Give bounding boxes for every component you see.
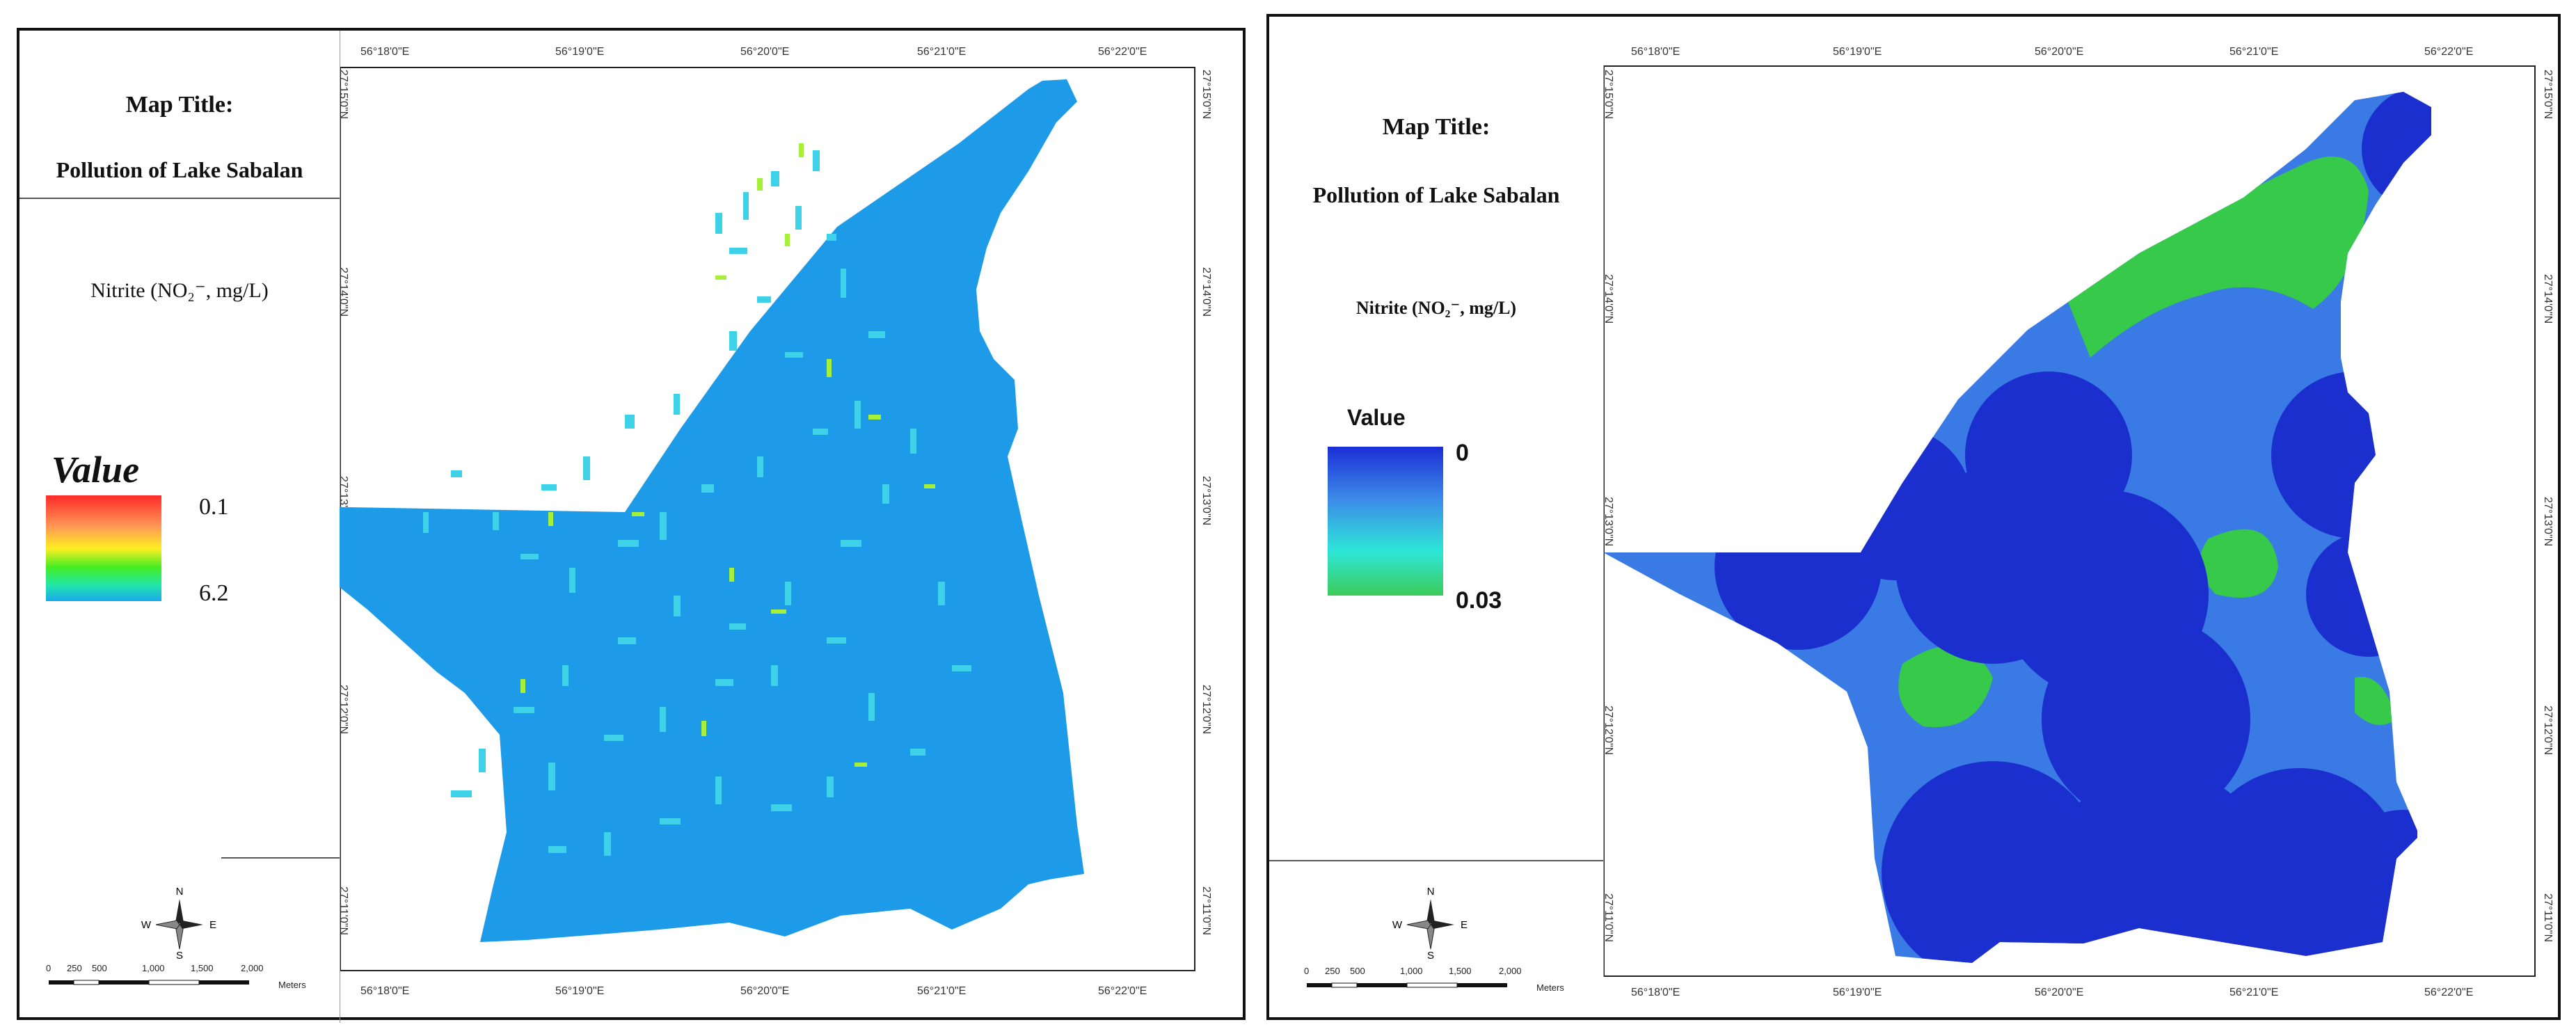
legend-separator bbox=[1603, 65, 1604, 977]
scale-label: 0 bbox=[1304, 966, 1310, 976]
lat-tick-right: 27°14'0"N bbox=[1200, 267, 1212, 317]
lon-tick-top: 56°18'0"E bbox=[1631, 46, 1680, 58]
scale-label: 500 bbox=[92, 963, 107, 973]
lake-area bbox=[1603, 92, 2431, 963]
compass-n: N bbox=[176, 886, 184, 898]
scale-unit: Meters bbox=[1536, 982, 1564, 993]
legend-heading: Value bbox=[51, 449, 140, 491]
lon-tick-bottom: 56°22'0"E bbox=[1098, 985, 1147, 997]
compass-e: E bbox=[209, 919, 216, 931]
scale-label: 0 bbox=[46, 963, 51, 973]
legend-color-ramp bbox=[1328, 447, 1443, 596]
compass-e: E bbox=[1461, 919, 1468, 931]
north-arrow: N S W E bbox=[1389, 885, 1472, 962]
scale-label: 1,000 bbox=[1400, 966, 1423, 976]
scale-label: 2,000 bbox=[1499, 966, 1522, 976]
scale-label: 1,500 bbox=[191, 963, 214, 973]
lon-tick-bottom: 56°18'0"E bbox=[360, 985, 410, 997]
scale-label: 1,500 bbox=[1449, 966, 1472, 976]
lon-tick-bottom: 56°20'0"E bbox=[2035, 987, 2084, 998]
lake-area bbox=[340, 79, 1084, 942]
legend-heading: Value bbox=[1347, 405, 1406, 430]
lon-tick-bottom: 56°18'0"E bbox=[1631, 987, 1680, 998]
lon-tick-bottom: 56°22'0"E bbox=[2424, 987, 2474, 998]
lon-tick-top: 56°19'0"E bbox=[1833, 46, 1882, 58]
compass-s: S bbox=[1427, 950, 1434, 962]
lat-tick-right: 27°12'0"N bbox=[1200, 685, 1212, 735]
map-title: Pollution of Lake Sabalan bbox=[56, 157, 303, 182]
lon-tick-top: 56°18'0"E bbox=[360, 46, 410, 58]
zone-high bbox=[1715, 92, 2431, 963]
lake-map-right bbox=[1603, 92, 2431, 963]
scale-unit: Meters bbox=[278, 980, 306, 990]
lat-tick-right: 27°12'0"N bbox=[2542, 706, 2554, 756]
land-use-patches bbox=[423, 143, 971, 856]
scale-label: 2,000 bbox=[241, 963, 264, 973]
scale-label: 250 bbox=[1325, 966, 1340, 976]
legend-top-value: 0 bbox=[1456, 440, 1469, 466]
lon-tick-top: 56°22'0"E bbox=[1098, 46, 1147, 58]
zone-low bbox=[2200, 529, 2278, 598]
map-title-label: Map Title: bbox=[125, 92, 234, 118]
lat-tick-right: 27°11'0"N bbox=[2542, 893, 2554, 942]
lon-tick-bottom: 56°20'0"E bbox=[740, 985, 790, 997]
compass-n: N bbox=[1427, 886, 1435, 898]
compass-w: W bbox=[1392, 919, 1403, 931]
lon-tick-top: 56°20'0"E bbox=[2035, 46, 2084, 58]
scale-bar bbox=[1307, 981, 1536, 991]
compass-s: S bbox=[176, 950, 183, 962]
lon-tick-top: 56°20'0"E bbox=[740, 46, 790, 58]
lat-tick-right: 27°11'0"N bbox=[1200, 886, 1212, 935]
lon-tick-top: 56°21'0"E bbox=[917, 46, 967, 58]
map-panel-left: Map Title: Pollution of Lake Sabalan Nit… bbox=[17, 28, 1246, 1023]
lon-tick-top: 56°21'0"E bbox=[2229, 46, 2279, 58]
lat-tick-right: 27°15'0"N bbox=[1200, 70, 1212, 120]
legend-divider bbox=[19, 198, 340, 199]
zone-low bbox=[2355, 676, 2396, 725]
compass-divider bbox=[221, 857, 340, 859]
lat-tick-right: 27°15'0"N bbox=[2542, 70, 2554, 120]
map-title-label: Map Title: bbox=[1382, 114, 1490, 140]
scale-label: 250 bbox=[67, 963, 82, 973]
legend-top-value: 0.1 bbox=[199, 494, 229, 520]
lon-tick-top: 56°22'0"E bbox=[2424, 46, 2474, 58]
compass-divider bbox=[1269, 860, 1603, 861]
scale-bar bbox=[49, 978, 278, 988]
lon-tick-bottom: 56°21'0"E bbox=[917, 985, 967, 997]
zone-low bbox=[2062, 157, 2369, 358]
lake-map-left bbox=[340, 79, 1084, 942]
parameter-label: Nitrite (NO₂⁻, mg/L) bbox=[90, 279, 269, 302]
legend-bottom-value: 6.2 bbox=[199, 580, 229, 606]
north-arrow: N S W E bbox=[138, 885, 221, 962]
lat-tick-right: 27°14'0"N bbox=[2542, 274, 2554, 324]
lon-tick-bottom: 56°19'0"E bbox=[1833, 987, 1882, 998]
lat-tick-right: 27°13'0"N bbox=[2542, 497, 2554, 547]
map-frame bbox=[1603, 65, 2536, 977]
compass-w: W bbox=[141, 919, 152, 931]
scale-label: 500 bbox=[1350, 966, 1365, 976]
lat-tick-right: 27°13'0"N bbox=[1200, 476, 1212, 526]
lon-tick-bottom: 56°19'0"E bbox=[555, 985, 605, 997]
map-panel-right: Map Title: Pollution of Lake Sabalan Nit… bbox=[1266, 14, 2561, 1020]
legend-bottom-value: 0.03 bbox=[1456, 587, 1502, 614]
zone-low bbox=[1898, 646, 1993, 728]
scale-label: 1,000 bbox=[142, 963, 165, 973]
lon-tick-top: 56°19'0"E bbox=[555, 46, 605, 58]
legend-color-ramp bbox=[46, 495, 161, 601]
parameter-label: Nitrite (NO₂⁻, mg/L) bbox=[1355, 298, 1517, 318]
map-title: Pollution of Lake Sabalan bbox=[1312, 182, 1560, 207]
lon-tick-bottom: 56°21'0"E bbox=[2229, 987, 2279, 998]
